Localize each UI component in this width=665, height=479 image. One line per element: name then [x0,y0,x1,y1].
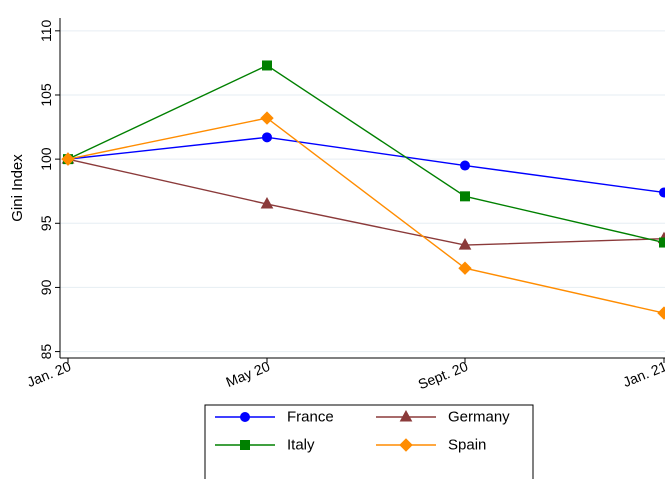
y-tick-label: 85 [38,344,54,360]
data-point [458,261,472,275]
y-tick-label: 100 [38,147,54,171]
data-point [460,191,470,202]
series-france [63,132,665,198]
y-tick-label: 110 [38,19,54,42]
x-tick-label: May 20 [224,358,273,390]
x-axis-ticks: Jan. 20 May 20 Sept. 20 Jan. 21 [25,358,665,392]
legend-label: France [287,409,334,426]
data-point [399,409,413,422]
x-tick-label: Sept. 20 [416,358,471,392]
y-tick-label: 95 [38,215,54,231]
data-point [659,237,665,248]
x-tick-label: Jan. 21 [621,358,665,390]
y-axis-title: Gini Index [9,154,26,222]
x-tick-label: Jan. 20 [25,358,74,390]
legend-label: Italy [287,437,315,454]
series-lines [61,60,665,320]
legend-item-spain: Spain [376,437,486,454]
series-spain [61,111,665,320]
data-point [61,152,75,166]
y-axis-ticks: 85 90 95 100 105 110 [38,19,60,359]
legend-label: Germany [448,409,510,426]
legend-item-germany: Germany [376,409,510,426]
legend-item-france: France [215,409,334,426]
series-line [67,158,665,246]
data-point [262,60,272,71]
data-point [262,132,272,143]
legend: France Germany Italy Spain [204,404,534,479]
data-point [399,438,413,452]
data-point [657,306,665,320]
legend-item-italy: Italy [215,437,315,454]
series-line [67,64,665,244]
data-point [240,440,250,450]
data-point [260,111,274,125]
y-tick-label: 90 [38,279,54,295]
series-line [67,136,665,194]
series-line [67,117,665,314]
series-germany [61,152,665,250]
data-point [240,412,250,422]
data-point [659,187,665,198]
data-point [260,197,274,209]
series-italy [63,60,665,248]
data-point [458,238,472,250]
axes [59,18,665,359]
legend-label: Spain [448,437,486,454]
y-tick-label: 105 [38,83,54,107]
legend-items: France Germany Italy Spain [215,409,510,454]
data-point [460,160,470,171]
